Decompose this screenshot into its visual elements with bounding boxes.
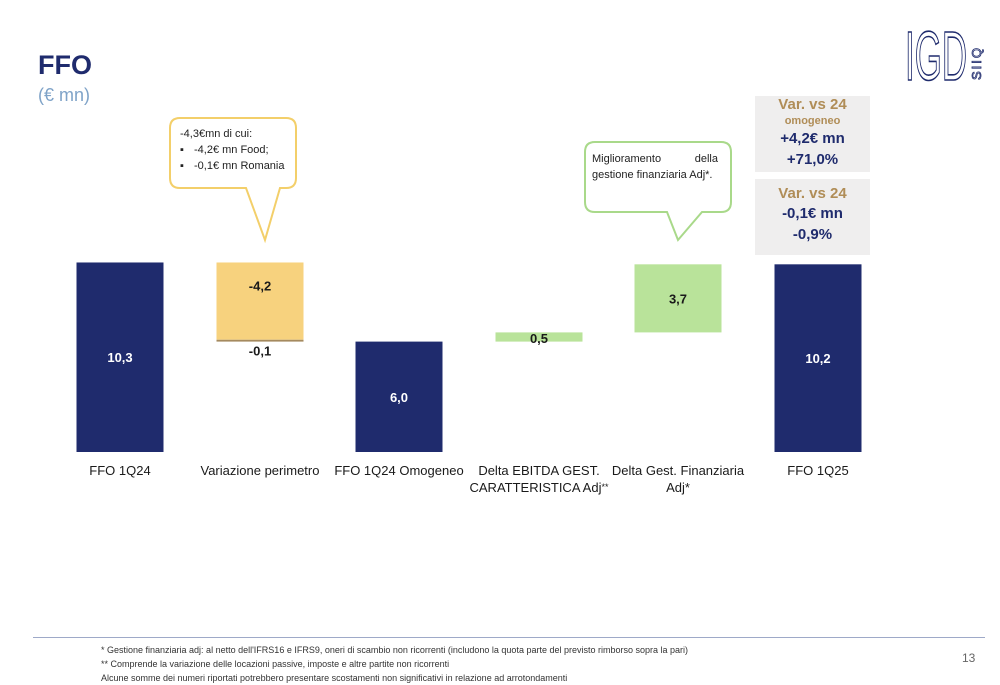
footnote: * Gestione finanziaria adj: al netto del… [101,645,689,655]
callout-perimetro-item: -0,1€ mn Romania [180,158,285,174]
bar-value-label: 3,7 [669,291,687,306]
page-number: 13 [962,651,976,665]
category-label: Delta Gest. Finanziaria Adj* [611,463,745,495]
page-title: FFO [38,50,92,80]
variance-box-heading: Var. vs 24 [778,96,847,113]
footer-divider [33,637,985,638]
waterfall-bar [495,332,583,342]
variance-box-omogeneo: Var. vs 24 omogeneo +4,2€ mn +71,0% [755,96,870,172]
callout-perimetro-text: -4,3€mn di cui: -4,2€ mn Food; -0,1€ mn … [180,126,285,174]
variance-box-total: Var. vs 24 -0,1€ mn -0,9% [755,179,870,255]
variance-box-value: -0,1€ mn [782,205,843,222]
unit-subtitle: (€ mn) [38,85,91,105]
bar-value-label: 0,5 [530,331,548,346]
svg-text:SIIQ: SIIQ [969,46,984,80]
waterfall-bar [634,264,722,333]
bar-value-label: 6,0 [390,390,408,405]
callout-perimetro-heading: -4,3€mn di cui: [180,128,253,140]
waterfall-bar [355,341,443,452]
bar-value-label: -0,1 [249,344,271,359]
variance-box-percent: -0,9% [792,226,833,243]
waterfall-bar [774,264,862,452]
waterfall-bar [216,339,304,342]
variance-box-percent: +71,0% [786,151,839,168]
footnote: Alcune somme dei numeri riportati potreb… [101,673,568,683]
callout-finanziaria-word: Miglioramento [592,153,662,165]
category-label: FFO 1Q24 Omogeneo [334,463,464,478]
callout-finanziaria-line: gestione finanziaria Adj*. [592,169,713,181]
category-label: Delta EBITDA GEST. CARATTERISTICA Adj** [469,463,609,495]
callout-perimetro-item: -4,2€ mn Food; [180,142,285,158]
variance-box-subheading: omogeneo [784,115,841,127]
waterfall-bar [76,262,164,452]
category-label: Variazione perimetro [200,463,320,478]
waterfall-bar [216,262,304,340]
category-label: FFO 1Q25 [787,463,849,478]
footnote: ** Comprende la variazione delle locazio… [101,659,450,669]
variance-box-heading: Var. vs 24 [778,185,847,202]
callout-finanziaria-bubble [584,141,732,242]
category-label: FFO 1Q24 [89,463,151,478]
bar-value-label: -4,2 [249,278,271,293]
svg-text:IGD: IGD [905,18,967,88]
callout-finanziaria-word: della [694,153,718,165]
bar-value-label: 10,2 [805,351,830,366]
igd-logo: IGD SIIQ [905,18,984,88]
bar-value-label: 10,3 [107,350,132,365]
callout-finanziaria-text: Miglioramento della gestione finanziaria… [592,151,718,183]
variance-box-value: +4,2€ mn [780,130,845,147]
